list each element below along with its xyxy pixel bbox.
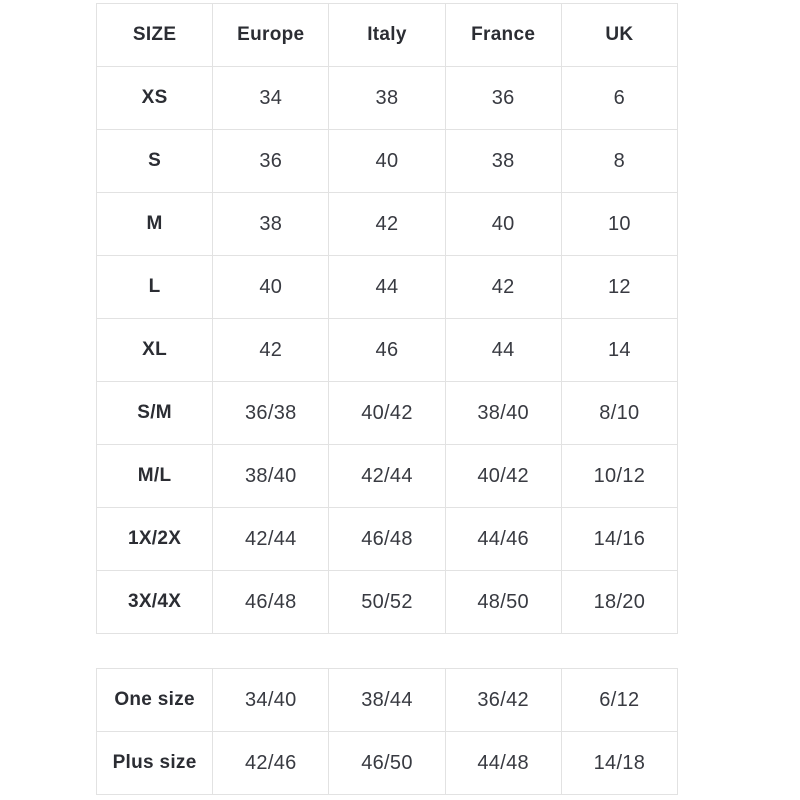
cell-france: 42 [444,255,562,319]
row-label: L [95,255,214,319]
row-label: S [95,129,214,193]
cell-france: 44/48 [444,731,562,795]
table-row: S 36 40 38 8 [95,129,679,193]
cell-europe: 38 [212,192,330,256]
cell-uk: 10 [560,192,679,256]
cell-italy: 44 [328,255,446,319]
table-row: XS 34 38 36 6 [95,66,679,130]
column-header-france: France [444,3,562,67]
cell-europe: 36/38 [212,381,330,445]
cell-italy: 46/48 [328,507,446,571]
table-row: 3X/4X 46/48 50/52 48/50 18/20 [95,570,679,634]
cell-europe: 40 [212,255,330,319]
row-label: M [95,192,214,256]
column-header-italy: Italy [328,3,446,67]
column-header-europe: Europe [212,3,330,67]
cell-uk: 14/16 [560,507,679,571]
table-row: M/L 38/40 42/44 40/42 10/12 [95,444,679,508]
cell-italy: 42 [328,192,446,256]
cell-france: 36/42 [444,668,562,732]
cell-europe: 36 [212,129,330,193]
table-row: L 40 44 42 12 [95,255,679,319]
cell-italy: 46/50 [328,731,446,795]
cell-europe: 38/40 [212,444,330,508]
special-size-table: One size 34/40 38/44 36/42 6/12 Plus siz… [95,668,679,795]
cell-france: 44/46 [444,507,562,571]
cell-uk: 6/12 [560,668,679,732]
cell-italy: 50/52 [328,570,446,634]
cell-europe: 34 [212,66,330,130]
table-row: S/M 36/38 40/42 38/40 8/10 [95,381,679,445]
cell-italy: 38 [328,66,446,130]
row-label-plus-size: Plus size [95,731,214,795]
row-label: XS [95,66,214,130]
cell-europe: 42/46 [212,731,330,795]
cell-uk: 12 [560,255,679,319]
cell-uk: 14/18 [560,731,679,795]
cell-uk: 6 [560,66,679,130]
cell-europe: 42/44 [212,507,330,571]
table-row: Plus size 42/46 46/50 44/48 14/18 [95,731,679,795]
cell-france: 38/40 [444,381,562,445]
column-header-uk: UK [560,3,679,67]
row-label-one-size: One size [95,668,214,732]
cell-uk: 18/20 [560,570,679,634]
row-label: S/M [95,381,214,445]
cell-france: 36 [444,66,562,130]
row-label: 3X/4X [95,570,214,634]
cell-uk: 8 [560,129,679,193]
cell-italy: 40/42 [328,381,446,445]
table-gap [96,634,800,668]
row-label: 1X/2X [95,507,214,571]
cell-france: 44 [444,318,562,382]
row-label: XL [95,318,214,382]
column-header-size: SIZE [95,3,214,67]
header-row: SIZE Europe Italy France UK [95,3,679,67]
cell-france: 38 [444,129,562,193]
cell-italy: 42/44 [328,444,446,508]
cell-uk: 8/10 [560,381,679,445]
cell-italy: 46 [328,318,446,382]
cell-uk: 10/12 [560,444,679,508]
cell-france: 40/42 [444,444,562,508]
cell-europe: 42 [212,318,330,382]
row-label: M/L [95,444,214,508]
size-conversion-table: SIZE Europe Italy France UK XS 34 38 36 … [95,3,679,634]
table-row: 1X/2X 42/44 46/48 44/46 14/16 [95,507,679,571]
cell-italy: 40 [328,129,446,193]
cell-italy: 38/44 [328,668,446,732]
cell-uk: 14 [560,318,679,382]
cell-france: 48/50 [444,570,562,634]
table-row: One size 34/40 38/44 36/42 6/12 [95,668,679,732]
cell-europe: 34/40 [212,668,330,732]
cell-france: 40 [444,192,562,256]
cell-europe: 46/48 [212,570,330,634]
table-row: XL 42 46 44 14 [95,318,679,382]
table-row: M 38 42 40 10 [95,192,679,256]
